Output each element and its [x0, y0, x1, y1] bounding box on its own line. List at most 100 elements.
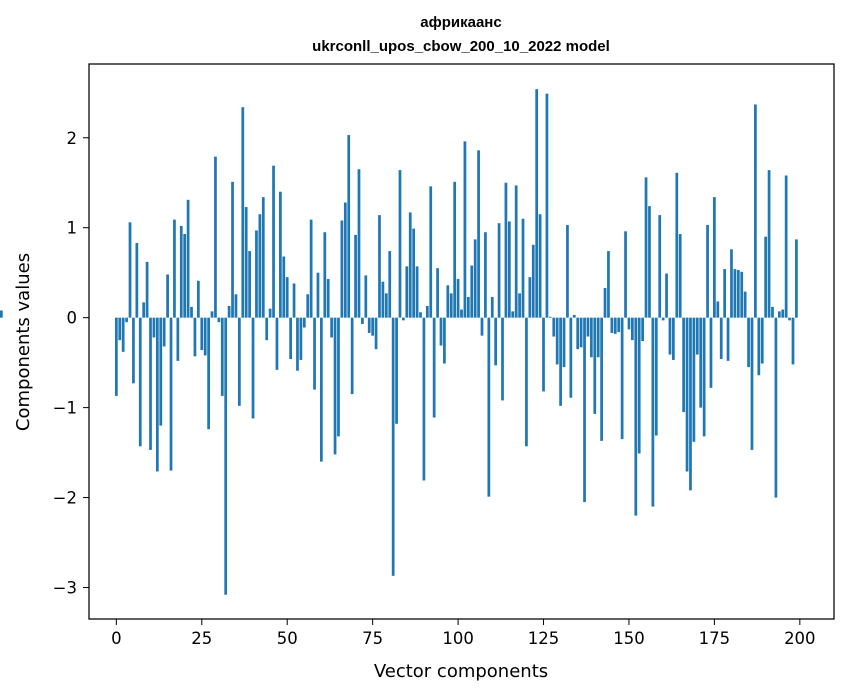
bar: [695, 317, 699, 355]
bar: [466, 296, 470, 318]
bar: [214, 156, 217, 318]
bar: [504, 182, 508, 318]
bar: [306, 294, 310, 318]
y-tick-label: 2: [67, 129, 78, 148]
bar: [169, 317, 173, 471]
bar: [494, 317, 498, 366]
bar: [330, 317, 334, 338]
bar: [682, 317, 685, 413]
bar: [784, 175, 788, 318]
bar: [487, 317, 491, 497]
bar: [552, 317, 556, 337]
bar: [155, 317, 159, 472]
bar: [699, 317, 703, 408]
bar: [309, 219, 313, 318]
bar: [412, 228, 416, 318]
bar: [767, 170, 771, 318]
bar: [470, 265, 474, 318]
bar: [593, 317, 597, 414]
bar: [764, 236, 768, 318]
bar: [788, 317, 791, 321]
bar: [231, 181, 234, 318]
bar: [159, 317, 163, 426]
bar: [121, 317, 125, 352]
bar: [760, 317, 764, 364]
bar: [675, 172, 679, 318]
bar: [282, 256, 286, 318]
bar: [152, 317, 156, 338]
chart-title: африкаанс: [420, 14, 501, 31]
bar: [644, 177, 648, 318]
bar: [610, 317, 614, 333]
bar: [713, 197, 716, 318]
bar: [460, 309, 463, 318]
bars-group: [0, 89, 798, 595]
bar: [135, 243, 139, 318]
bar: [285, 277, 289, 318]
bar: [723, 269, 727, 318]
bar: [545, 93, 549, 318]
bar: [716, 301, 720, 318]
bar: [453, 181, 457, 318]
bar: [0, 310, 3, 318]
bar: [333, 317, 337, 455]
bar: [166, 274, 169, 318]
bar: [128, 222, 132, 318]
bar: [244, 207, 248, 318]
bar: [446, 285, 450, 318]
bar: [651, 317, 655, 507]
bar: [238, 317, 241, 406]
bar: [572, 314, 576, 318]
bar: [364, 275, 368, 318]
x-axis-ticks: 0 25 50 75 100 125 150 175 200: [111, 619, 816, 648]
bar: [542, 317, 545, 392]
bar: [299, 317, 303, 360]
bar: [326, 278, 330, 318]
bar: [757, 317, 761, 376]
bar: [248, 251, 251, 318]
bar: [754, 104, 757, 318]
bar: [268, 308, 272, 318]
bar: [176, 317, 180, 361]
bar: [702, 317, 706, 437]
bar: [490, 296, 494, 318]
bar: [425, 305, 429, 318]
bar: [371, 317, 375, 336]
bar: [354, 234, 357, 318]
bar: [367, 317, 371, 333]
bar: [388, 251, 392, 318]
bar: [422, 317, 426, 481]
bar: [473, 239, 477, 318]
bar: [733, 269, 737, 318]
bar: [777, 311, 781, 318]
bar: [323, 232, 327, 318]
bar: [583, 317, 586, 503]
bar: [289, 317, 292, 360]
bar: [193, 317, 197, 357]
x-tick-label: 25: [191, 629, 212, 648]
bar: [771, 306, 774, 318]
bar: [255, 230, 258, 318]
bar: [224, 317, 228, 595]
y-tick-label: −3: [53, 579, 77, 598]
bar: [132, 317, 135, 384]
bar: [507, 221, 511, 318]
bar: [261, 197, 265, 318]
bar: [343, 202, 347, 318]
bar: [525, 317, 528, 447]
bar: [391, 317, 395, 576]
bar: [538, 214, 542, 318]
bar: [589, 317, 593, 358]
bar: [145, 261, 149, 318]
bar: [173, 219, 176, 318]
bar: [559, 317, 562, 406]
bar: [648, 206, 651, 318]
bar: [234, 294, 238, 318]
bar: [142, 302, 146, 318]
bar: [398, 170, 402, 318]
y-tick-label: −1: [53, 399, 77, 418]
bar: [750, 317, 754, 450]
bar: [241, 107, 245, 318]
bar: [138, 317, 142, 447]
